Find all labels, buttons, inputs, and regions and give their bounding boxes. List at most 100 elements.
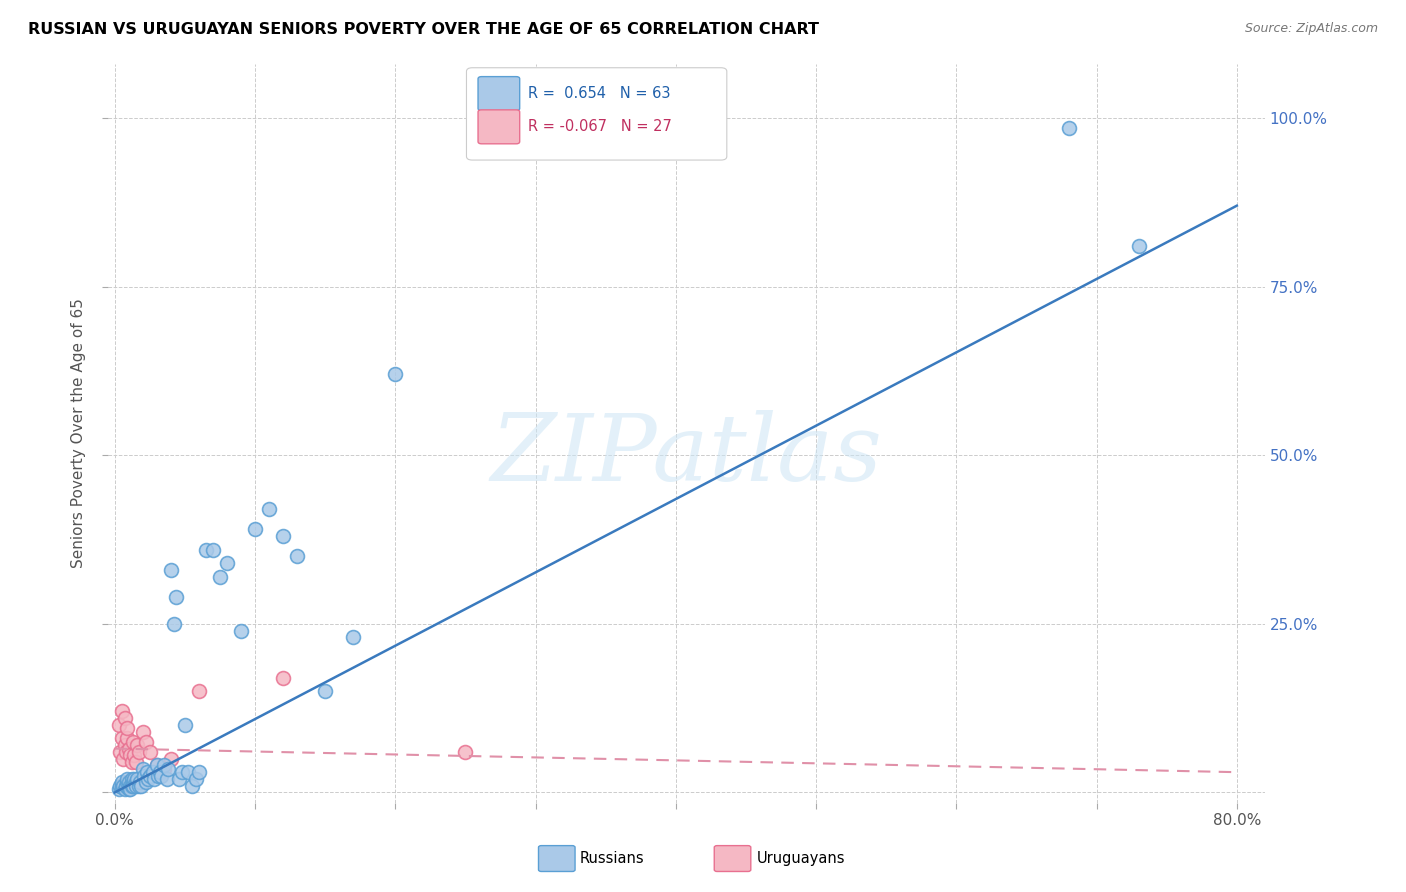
- Point: [131, 779, 153, 793]
- Point: [129, 775, 152, 789]
- Point: [243, 522, 266, 536]
- Point: [148, 768, 170, 782]
- Point: [157, 762, 180, 776]
- Point: [122, 775, 145, 789]
- Point: [122, 779, 145, 793]
- Point: [146, 758, 169, 772]
- Point: [115, 745, 138, 759]
- Point: [257, 502, 280, 516]
- Point: [127, 738, 149, 752]
- Point: [153, 762, 176, 776]
- Point: [136, 765, 159, 780]
- Point: [169, 772, 191, 786]
- Point: [285, 549, 308, 564]
- Point: [184, 772, 207, 786]
- Point: [112, 779, 135, 793]
- Point: [215, 556, 238, 570]
- Point: [114, 782, 136, 797]
- Point: [121, 755, 143, 769]
- Point: [146, 758, 169, 772]
- Point: [174, 718, 197, 732]
- Point: [132, 724, 155, 739]
- Point: [384, 368, 406, 382]
- Text: R = -0.067   N = 27: R = -0.067 N = 27: [527, 120, 672, 135]
- Point: [177, 765, 200, 780]
- Point: [120, 779, 142, 793]
- Text: Russians: Russians: [579, 852, 644, 866]
- Point: [117, 722, 139, 736]
- Point: [128, 779, 150, 793]
- Point: [153, 758, 176, 772]
- Point: [160, 752, 183, 766]
- Point: [163, 616, 186, 631]
- Point: [139, 745, 162, 759]
- Point: [271, 671, 294, 685]
- Point: [208, 569, 231, 583]
- Point: [229, 624, 252, 638]
- Point: [135, 735, 157, 749]
- Y-axis label: Seniors Poverty Over the Age of 65: Seniors Poverty Over the Age of 65: [72, 298, 86, 568]
- Point: [118, 782, 141, 797]
- Point: [112, 752, 135, 766]
- Point: [114, 711, 136, 725]
- Point: [127, 772, 149, 786]
- FancyBboxPatch shape: [478, 110, 520, 144]
- Point: [149, 765, 172, 780]
- Point: [1057, 121, 1080, 136]
- Point: [201, 542, 224, 557]
- Point: [115, 779, 138, 793]
- Text: RUSSIAN VS URUGUAYAN SENIORS POVERTY OVER THE AGE OF 65 CORRELATION CHART: RUSSIAN VS URUGUAYAN SENIORS POVERTY OVE…: [28, 22, 820, 37]
- Point: [111, 780, 134, 794]
- Point: [187, 765, 209, 780]
- Point: [114, 738, 136, 752]
- Point: [166, 590, 188, 604]
- Point: [121, 772, 143, 786]
- Point: [120, 782, 142, 797]
- Point: [342, 630, 364, 644]
- Point: [128, 745, 150, 759]
- Point: [122, 735, 145, 749]
- Point: [120, 748, 142, 763]
- Point: [132, 762, 155, 776]
- Point: [150, 768, 173, 782]
- Text: Uruguayans: Uruguayans: [756, 852, 845, 866]
- Point: [111, 731, 134, 746]
- Point: [121, 779, 143, 793]
- Point: [134, 768, 156, 782]
- Point: [118, 741, 141, 756]
- Point: [172, 765, 194, 780]
- Point: [138, 772, 160, 786]
- Point: [111, 775, 134, 789]
- Text: ZIPatlas: ZIPatlas: [491, 410, 882, 500]
- Point: [118, 775, 141, 789]
- Point: [125, 755, 148, 769]
- Point: [111, 705, 134, 719]
- Point: [187, 684, 209, 698]
- Point: [181, 779, 204, 793]
- Text: R =  0.654   N = 63: R = 0.654 N = 63: [527, 87, 671, 101]
- Point: [110, 779, 132, 793]
- FancyBboxPatch shape: [478, 77, 520, 111]
- Point: [142, 765, 165, 780]
- Point: [143, 772, 166, 786]
- Point: [124, 748, 146, 763]
- Point: [125, 775, 148, 789]
- Point: [139, 768, 162, 782]
- Point: [454, 745, 477, 759]
- Point: [135, 775, 157, 789]
- Text: Source: ZipAtlas.com: Source: ZipAtlas.com: [1244, 22, 1378, 36]
- Point: [314, 684, 336, 698]
- Point: [110, 745, 132, 759]
- Point: [271, 529, 294, 543]
- Point: [108, 718, 131, 732]
- Point: [108, 782, 131, 797]
- Point: [117, 772, 139, 786]
- Point: [117, 731, 139, 746]
- Point: [156, 772, 179, 786]
- Point: [125, 779, 148, 793]
- Point: [117, 775, 139, 789]
- Point: [194, 542, 217, 557]
- Point: [160, 563, 183, 577]
- FancyBboxPatch shape: [467, 68, 727, 160]
- Point: [124, 772, 146, 786]
